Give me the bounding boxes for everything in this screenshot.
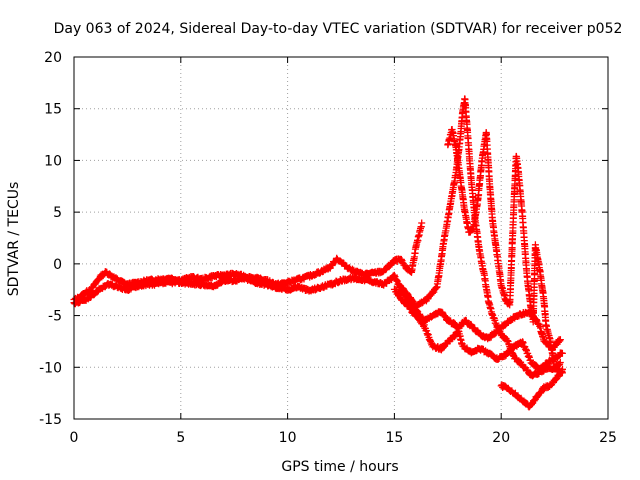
y-tick-label: -15 (39, 412, 62, 428)
chart-title: Day 063 of 2024, Sidereal Day-to-day VTE… (54, 21, 623, 37)
y-tick-label: 20 (44, 50, 62, 66)
y-tick-label: 0 (53, 257, 62, 273)
data-points (70, 95, 566, 411)
series-track-e (444, 126, 564, 372)
y-tick-label: 15 (44, 102, 62, 118)
y-axis-label: SDTVAR / TECUs (6, 182, 22, 297)
y-tick-label: 10 (44, 153, 62, 169)
x-tick-label: 25 (599, 430, 617, 446)
x-tick-label: 10 (279, 430, 297, 446)
x-tick-label: 0 (70, 430, 79, 446)
x-axis-ticks: 0 5 10 15 20 25 (70, 57, 617, 446)
series-track-f (497, 365, 566, 411)
plot-frame (73, 56, 609, 420)
y-tick-label: -10 (39, 360, 62, 376)
marker-trace (444, 126, 564, 372)
x-tick-label: 5 (176, 430, 185, 446)
grid-lines (74, 57, 608, 419)
x-axis-label: GPS time / hours (281, 459, 398, 475)
x-tick-label: 20 (492, 430, 510, 446)
marker-trace (497, 365, 566, 411)
y-tick-label: -5 (48, 309, 62, 325)
y-tick-label: 5 (53, 205, 62, 221)
y-axis-ticks: -15 -10 -5 0 5 10 15 20 (39, 50, 608, 428)
x-tick-label: 15 (385, 430, 403, 446)
